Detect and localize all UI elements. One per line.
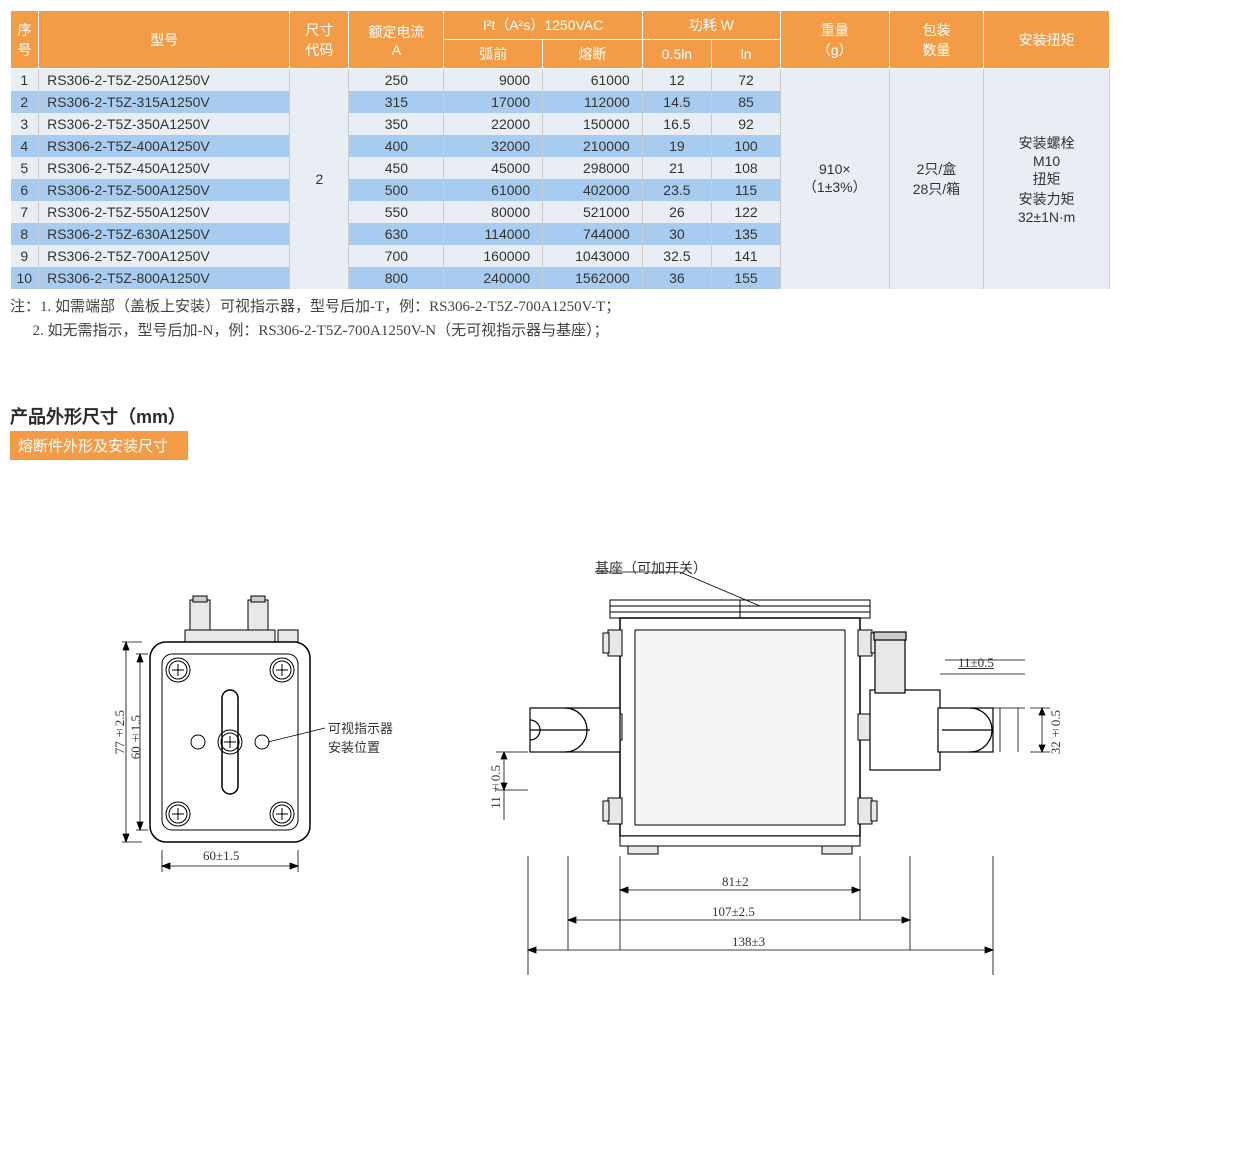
dim-32: 32±0.5 (1048, 710, 1064, 754)
dim-107: 107±2.5 (712, 904, 755, 920)
dim-subtitle: 熔断件外形及安装尺寸 (10, 431, 188, 460)
dim-138: 138±3 (732, 934, 765, 950)
right-svg (470, 560, 1090, 990)
dim-11r: 11±0.5 (958, 655, 994, 671)
th-i2t-blow: 熔断 (543, 40, 643, 69)
th-torque: 安装扭矩 (984, 11, 1110, 69)
table-row: 1RS306-2-T5Z-250A1250V225090006100012729… (11, 69, 1110, 92)
th-i2t-pre: 弧前 (444, 40, 543, 69)
merged-size: 2 (290, 69, 349, 290)
th-model: 型号 (39, 11, 290, 69)
left-svg (90, 590, 410, 930)
spec-table: 序号 型号 尺寸代码 额定电流A I²t（A²s）1250VAC 功耗 W 重量… (10, 10, 1110, 289)
dim-60v: 60±1.5 (128, 715, 144, 759)
dim-title: 产品外形尺寸（mm） (10, 403, 1233, 429)
diagram-area: 可视指示器安装位置 77±2.5 60±1.5 60±1.5 (10, 540, 1110, 1060)
dim-81: 81±2 (722, 874, 749, 890)
callout-base: 基座（可加开关） (595, 558, 707, 578)
dim-60w: 60±1.5 (203, 848, 239, 864)
note-2: 2. 如无需指示，型号后加-N，例：RS306-2-T5Z-700A1250V-… (33, 323, 609, 339)
dim-77: 77±2.5 (112, 710, 128, 754)
notes-block: 注：1. 如需端部（盖板上安装）可视指示器，型号后加-T，例：RS306-2-T… (10, 295, 1233, 343)
th-pack: 包装数量 (889, 11, 984, 69)
merged-weight: 910×（1±3%） (780, 69, 889, 290)
diagram-left: 可视指示器安装位置 77±2.5 60±1.5 60±1.5 (90, 590, 410, 933)
diagram-right: 基座（可加开关） 11±0.5 32±0.5 11±0.5 81±2 107±2… (470, 560, 1090, 993)
th-power-group: 功耗 W (642, 11, 780, 40)
callout-indicator: 可视指示器安装位置 (328, 718, 393, 756)
th-power-05: 0.5ln (642, 40, 712, 69)
th-i2t-group: I²t（A²s）1250VAC (444, 11, 642, 40)
note-1: 1. 如需端部（盖板上安装）可视指示器，型号后加-T，例：RS306-2-T5Z… (40, 299, 620, 315)
notes-prefix: 注： (10, 299, 40, 315)
merged-torque: 安装螺栓M10扭矩安装力矩32±1N·m (984, 69, 1110, 290)
th-size: 尺寸代码 (290, 11, 349, 69)
merged-pack: 2只/盒28只/箱 (889, 69, 984, 290)
th-power-1: ln (712, 40, 781, 69)
th-weight: 重量（g） (780, 11, 889, 69)
th-current: 额定电流A (349, 11, 444, 69)
dim-11v: 11±0.5 (488, 765, 504, 809)
table-body: 1RS306-2-T5Z-250A1250V225090006100012729… (11, 69, 1110, 290)
th-seq: 序号 (11, 11, 39, 69)
